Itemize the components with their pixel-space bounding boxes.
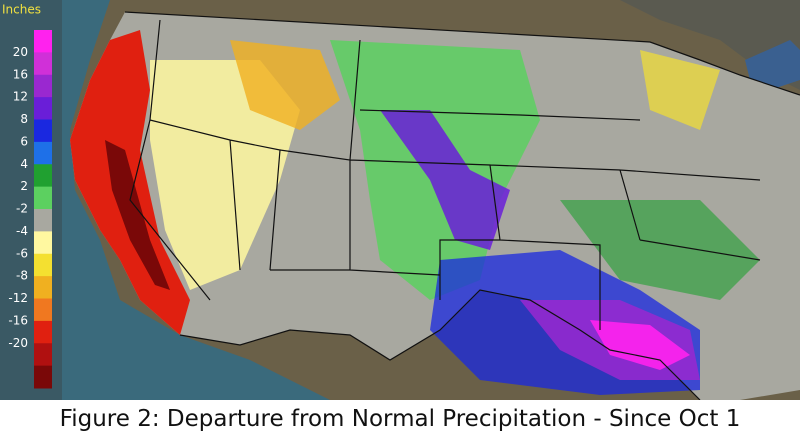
midwest-wet [560, 200, 760, 300]
legend-swatch [34, 186, 52, 210]
legend-swatch [34, 365, 52, 389]
legend-swatch [34, 231, 52, 255]
texas-very-wet [590, 320, 690, 370]
legend-title: Inches [2, 3, 41, 17]
legend: 20 16 12 8 6 4 2 -2 -4 -6 -8 -12 -16 -20 [8, 30, 52, 389]
legend-swatch [34, 52, 52, 76]
legend-label: 8 [20, 112, 28, 126]
legend-swatch [34, 209, 52, 232]
legend-label: -16 [8, 313, 28, 327]
legend-label: 12 [13, 90, 28, 104]
legend-swatch [34, 164, 52, 188]
front-range-wet [380, 110, 510, 250]
legend-swatch [34, 74, 52, 98]
canada-land [620, 0, 800, 90]
lake-superior [745, 40, 800, 90]
legend-label: -20 [8, 336, 28, 350]
minnesota-dry [640, 50, 720, 130]
borders [124, 11, 800, 400]
caption: Figure 2: Departure from Normal Precipit… [59, 406, 741, 432]
sierra-deficit [105, 140, 170, 290]
legend-swatch [34, 343, 52, 367]
legend-label: 6 [20, 134, 28, 148]
legend-label: -8 [16, 269, 28, 283]
precipitation-map: Inches 20 16 12 8 6 4 2 -2 -4 -6 -8 -12 -16 -20 [0, 0, 800, 400]
legend-swatch [34, 119, 52, 143]
great-basin-dry [150, 60, 300, 290]
legend-swatch [34, 253, 52, 277]
legend-label: 16 [13, 67, 28, 81]
legend-swatch [34, 141, 52, 165]
legend-label: 2 [20, 179, 28, 193]
legend-label: -6 [16, 246, 28, 260]
legend-swatch [34, 30, 52, 53]
legend-label: 4 [20, 157, 28, 171]
state-lines [129, 19, 761, 330]
legend-label: 20 [13, 45, 28, 59]
legend-label: -12 [8, 291, 28, 305]
legend-swatch [34, 298, 52, 322]
legend-swatch [34, 320, 52, 344]
legend-label: -2 [16, 202, 28, 216]
legend-swatch [34, 276, 52, 299]
legend-swatch [34, 97, 52, 120]
idaho-dry [230, 40, 340, 130]
legend-label: -4 [16, 224, 28, 238]
